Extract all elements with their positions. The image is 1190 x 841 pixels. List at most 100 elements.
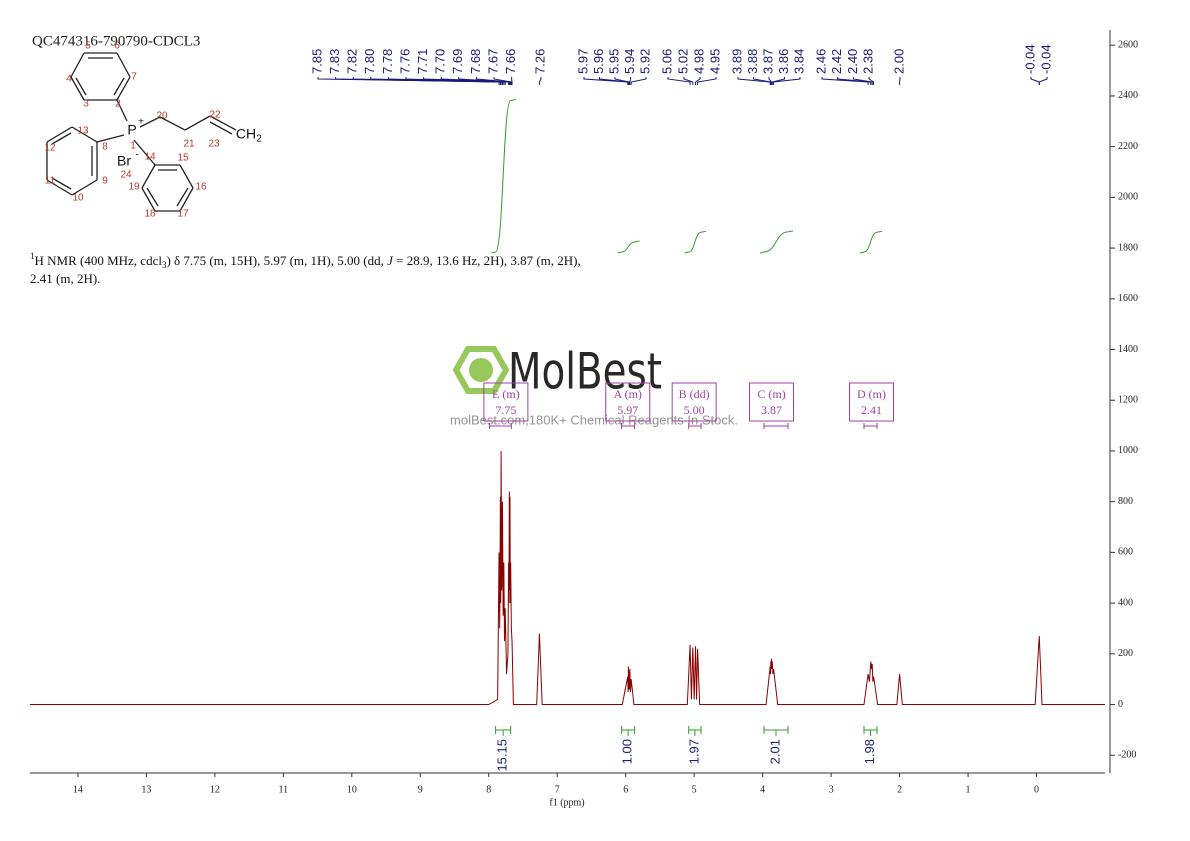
x-tick-label: 10 bbox=[347, 784, 357, 795]
atom-number: 16 bbox=[195, 182, 207, 193]
peak-connector bbox=[771, 77, 785, 85]
peak-connector bbox=[868, 77, 875, 85]
atom-number: 21 bbox=[183, 139, 195, 150]
bond bbox=[141, 187, 156, 212]
peak-label: 5.94 bbox=[622, 49, 637, 74]
text: J bbox=[387, 253, 394, 268]
atom-label: P bbox=[127, 122, 136, 138]
bond bbox=[46, 179, 73, 196]
nmr-description: 1H NMR (400 MHz, cdcl3) δ 7.75 (m, 15H),… bbox=[30, 251, 581, 270]
multiplet-shift: 5.97 bbox=[617, 403, 638, 417]
integral-bracket bbox=[621, 726, 636, 736]
peak-label: 7.82 bbox=[345, 49, 360, 74]
superscript: 1 bbox=[30, 251, 35, 261]
bond bbox=[70, 76, 85, 101]
peak-connector bbox=[737, 77, 771, 85]
x-tick-label: 5 bbox=[692, 784, 697, 795]
atom-label: + bbox=[138, 117, 144, 128]
atom-number: 10 bbox=[72, 193, 84, 204]
peak-connector bbox=[683, 77, 694, 85]
multiplet-shift: 3.87 bbox=[761, 403, 782, 417]
peak-label: 3.84 bbox=[791, 49, 806, 74]
peak-connector bbox=[614, 77, 630, 85]
peak-label: 7.78 bbox=[380, 49, 395, 74]
peak-connector bbox=[852, 77, 873, 85]
atom-number: 19 bbox=[128, 182, 140, 193]
bond bbox=[113, 77, 125, 96]
x-tick-label: 4 bbox=[760, 784, 765, 795]
y-tick-label: 2400 bbox=[1118, 90, 1138, 101]
atom-number: 11 bbox=[45, 176, 56, 187]
peak-connector bbox=[821, 77, 869, 85]
bond bbox=[51, 132, 72, 145]
bond bbox=[209, 115, 237, 131]
bond bbox=[51, 177, 72, 190]
logo-dot bbox=[469, 358, 493, 382]
peak-connector bbox=[1030, 77, 1040, 85]
bond bbox=[179, 187, 194, 212]
y-tick-label: 2600 bbox=[1118, 40, 1138, 51]
integral-curve bbox=[491, 99, 516, 254]
multiplet-bracket bbox=[688, 423, 702, 429]
peak-label: 7.70 bbox=[433, 49, 448, 74]
multiplet-box bbox=[671, 382, 717, 422]
logo-hexagon bbox=[452, 346, 510, 394]
multiplet-bracket bbox=[488, 423, 512, 429]
peak-label: 5.92 bbox=[637, 49, 652, 74]
peak-connector bbox=[440, 77, 510, 85]
bond bbox=[141, 164, 156, 189]
bond bbox=[184, 115, 211, 131]
x-tick-label: 9 bbox=[418, 784, 423, 795]
multiplet-box bbox=[849, 382, 895, 422]
peak-label: 7.85 bbox=[309, 49, 324, 74]
multiplet-box bbox=[483, 382, 529, 422]
multiplet-box bbox=[605, 382, 651, 422]
peak-label: 4.98 bbox=[691, 49, 706, 74]
peak-connector bbox=[538, 77, 542, 85]
y-tick-label: 200 bbox=[1118, 648, 1133, 659]
bond bbox=[146, 187, 159, 207]
integral-curve bbox=[759, 230, 794, 254]
multiplet-label: E (m) bbox=[492, 387, 520, 401]
peak-label: 2.38 bbox=[861, 49, 876, 74]
peak-label: 2.40 bbox=[845, 49, 860, 74]
y-tick-label: 400 bbox=[1118, 597, 1133, 608]
text: H NMR (400 MHz, cdcl bbox=[35, 253, 163, 268]
bond bbox=[159, 116, 186, 131]
peak-connector bbox=[837, 77, 872, 85]
integral-curve bbox=[859, 230, 883, 254]
peak-label: 7.71 bbox=[415, 49, 430, 74]
integral-label: 15.15 bbox=[495, 739, 510, 772]
atom-number: 1 bbox=[130, 141, 136, 152]
y-tick-label: 0 bbox=[1118, 699, 1123, 710]
integral-curve bbox=[684, 230, 707, 254]
peak-label: 5.96 bbox=[591, 49, 606, 74]
integral-bracket bbox=[688, 726, 702, 736]
integral-label: 1.97 bbox=[686, 739, 701, 764]
chart-title: QC474316-790790-CDCL3 bbox=[32, 33, 200, 49]
atom-number: 2 bbox=[115, 99, 121, 110]
atom-number: 17 bbox=[177, 209, 189, 220]
text: ) δ 7.75 (m, 15H), 5.97 (m, 1H), 5.00 (d… bbox=[166, 253, 387, 268]
peak-connector bbox=[629, 77, 631, 85]
peak-label: 2.00 bbox=[891, 49, 906, 74]
text: = 28.9, 13.6 Hz, 2H), 3.87 (m, 2H), bbox=[393, 253, 581, 268]
multiplet-bracket bbox=[863, 423, 878, 429]
y-tick-label: -200 bbox=[1118, 750, 1136, 761]
y-tick-label: 1600 bbox=[1118, 293, 1138, 304]
atom-number: 20 bbox=[156, 111, 168, 122]
peak-label: 3.86 bbox=[776, 49, 791, 74]
atom-number: 7 bbox=[131, 72, 137, 83]
peak-label: 3.88 bbox=[745, 49, 760, 74]
watermark: MolBest molBest.com,180K+ Chemical Reage… bbox=[450, 343, 738, 428]
x-tick-label: 8 bbox=[486, 784, 491, 795]
nmr-description-line2: 2.41 (m, 2H). bbox=[30, 271, 100, 286]
atom-number: 5 bbox=[85, 41, 91, 52]
multiplet-label: C (m) bbox=[757, 387, 785, 401]
multiplet-bracket bbox=[621, 423, 636, 429]
x-tick-label: 12 bbox=[210, 784, 220, 795]
peak-label: 3.89 bbox=[729, 49, 744, 74]
integral-bracket bbox=[495, 726, 512, 736]
brand: MolBest bbox=[508, 343, 662, 401]
